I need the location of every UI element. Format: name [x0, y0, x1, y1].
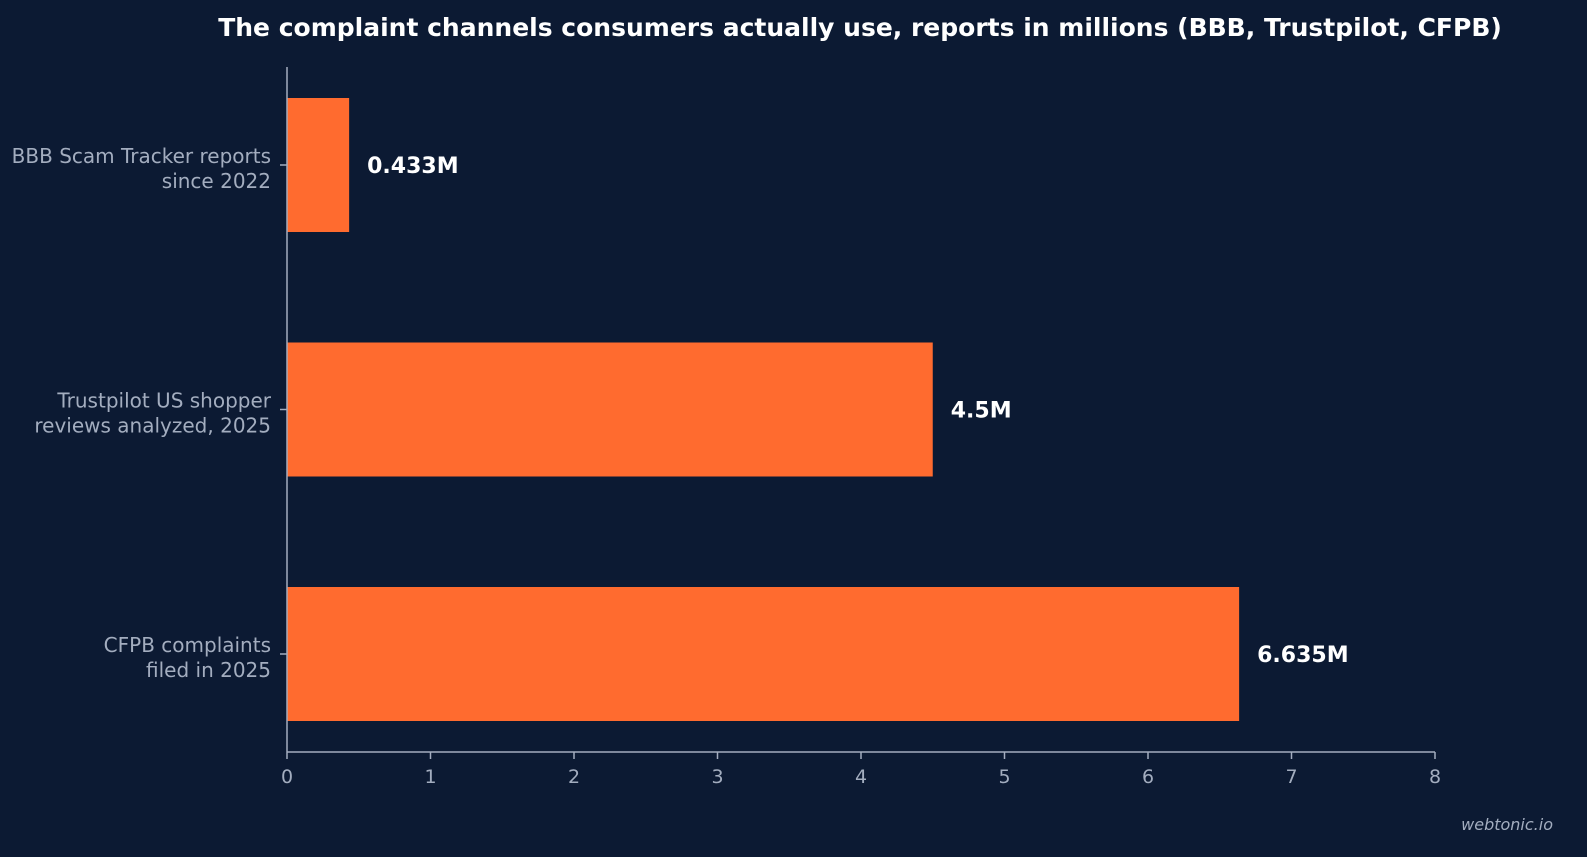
category-label-1: Trustpilot US shopper reviews analyzed, 2…: [34, 389, 271, 438]
bar-2: [287, 587, 1240, 721]
value-label-2: 6.635M: [1257, 643, 1348, 668]
bar-0: [287, 98, 350, 232]
chart-title: The complaint channels consumers actuall…: [218, 13, 1502, 42]
category-label-line: reviews analyzed, 2025: [34, 414, 271, 438]
bar-1: [287, 342, 933, 477]
category-label-line: since 2022: [162, 169, 271, 193]
category-label-2: CFPB complaints filed in 2025: [104, 633, 271, 682]
category-label-line: Trustpilot US shopper: [56, 389, 271, 413]
x-tick-label: 8: [1429, 766, 1441, 788]
x-tick-label: 6: [1142, 766, 1154, 788]
x-tick-label: 3: [711, 766, 723, 788]
category-label-line: filed in 2025: [146, 658, 271, 682]
category-label-0: BBB Scam Tracker reports since 2022: [12, 144, 271, 193]
category-label-line: BBB Scam Tracker reports: [12, 144, 271, 168]
x-tick-label: 0: [281, 766, 293, 788]
category-label-line: CFPB complaints: [104, 633, 271, 657]
x-tick-label: 7: [1285, 766, 1297, 788]
x-tick-label: 2: [568, 766, 580, 788]
axes-layer: BBB Scam Tracker reports since 2022 Trustp…: [12, 67, 1441, 788]
x-tick-label: 5: [998, 766, 1010, 788]
value-label-0: 0.433M: [367, 154, 458, 179]
x-tick-label: 4: [855, 766, 867, 788]
bars-layer: 0.433M 4.5M 6.635M: [287, 98, 1349, 721]
x-tick-label: 1: [424, 766, 436, 788]
watermark: webtonic.io: [1461, 815, 1553, 834]
value-label-1: 4.5M: [951, 399, 1012, 424]
